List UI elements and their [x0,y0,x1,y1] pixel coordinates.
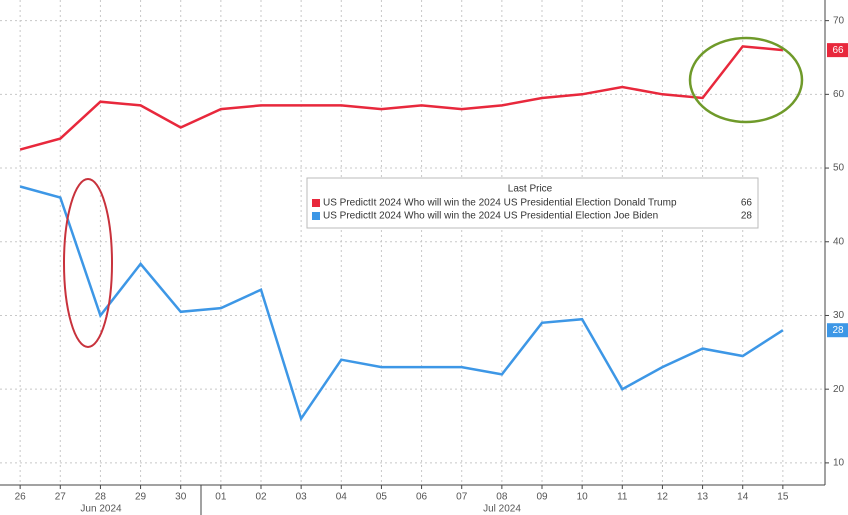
x-tick-label: 10 [577,492,589,503]
legend-label: US PredictIt 2024 Who will win the 2024 … [323,198,677,209]
legend: Last Price US PredictIt 2024 Who will wi… [306,177,759,229]
legend-swatch [312,212,320,220]
last-value-label: 28 [832,325,844,336]
legend-value: 66 [741,198,753,209]
y-tick-label: 30 [833,310,845,321]
legend-swatch [312,199,320,207]
y-tick-label: 50 [833,163,845,174]
x-tick-label: 28 [95,492,107,503]
x-tick-label: 02 [255,492,267,503]
highlight-ellipse [63,178,113,348]
x-tick-label: 12 [657,492,669,503]
plot-area [19,45,784,422]
x-tick-label: 07 [456,492,468,503]
last-value-tag [827,43,848,58]
x-tick-label: 11 [617,492,628,503]
x-tick-label: 06 [416,492,428,503]
x-tick-label: 27 [55,492,67,503]
x-tick-label: 26 [15,492,27,503]
legend-label: US PredictIt 2024 Who will win the 2024 … [323,211,658,222]
month-label: Jul 2024 [483,504,521,515]
last-value-tag [827,323,848,338]
y-tick-label: 20 [833,384,845,395]
x-tick-label: 05 [376,492,388,503]
y-tick-label: 10 [833,458,845,469]
grid [0,0,825,485]
x-tick-label: 04 [336,492,348,503]
highlight-ellipse [688,36,804,124]
x-tick-label: 01 [215,492,227,503]
month-label: Jun 2024 [80,504,122,515]
line-series [19,185,784,422]
x-tick-label: 09 [536,492,548,503]
x-tick-label: 13 [697,492,709,503]
x-tick-label: 29 [135,492,147,503]
x-tick-label: 15 [777,492,789,503]
x-tick-label: 08 [496,492,508,503]
legend-box [306,177,759,229]
x-tick-label: 30 [175,492,187,503]
x-tick-label: 14 [737,492,749,503]
y-tick-label: 40 [833,236,845,247]
legend-title: Last Price [508,184,553,195]
last-value-label: 66 [832,45,844,56]
x-tick-label: 03 [296,492,308,503]
y-tick-label: 70 [833,15,845,26]
legend-value: 28 [741,211,753,222]
y-tick-label: 60 [833,89,845,100]
line-series [19,45,784,151]
